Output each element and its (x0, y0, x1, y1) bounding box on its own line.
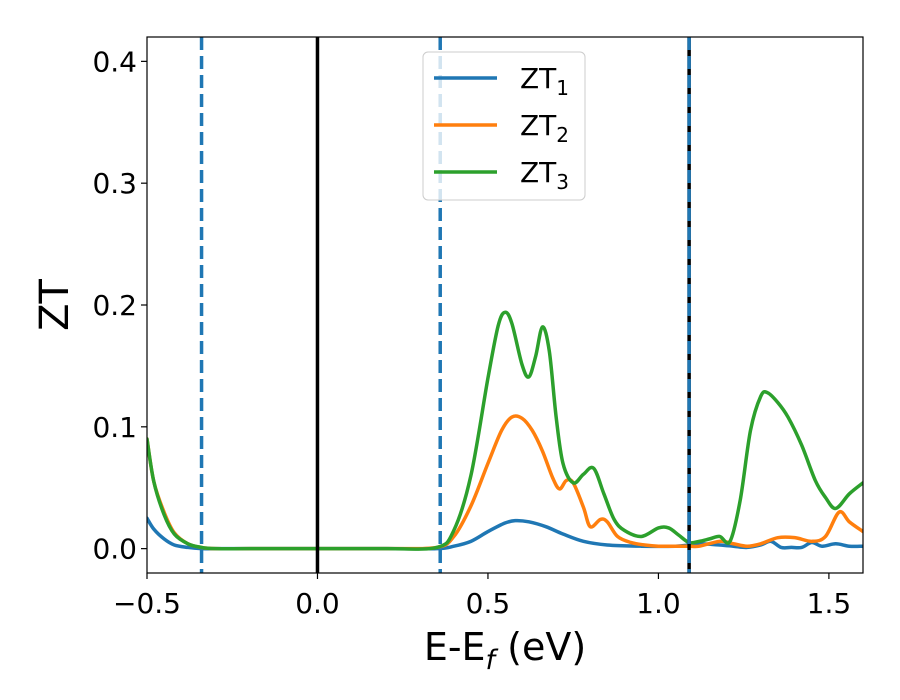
x-tick-label: 1.5 (807, 587, 852, 620)
x-tick-label: 0.0 (295, 587, 340, 620)
y-axis-label: ZT (32, 279, 78, 331)
y-tick-label: 0.4 (92, 45, 137, 78)
y-tick-label: 0.3 (92, 167, 137, 200)
y-tick-label: 0.0 (92, 533, 137, 566)
series-layer (147, 310, 863, 551)
reference-lines (199, 37, 691, 573)
legend-label-zt2: ZT2 (520, 109, 569, 147)
legend: ZT1 ZT2 ZT3 (422, 51, 586, 201)
x-axis-label-main: E-E (424, 625, 486, 669)
x-axis-label-unit: (eV) (495, 625, 586, 669)
y-axis-ticks: 0.0 0.1 0.2 0.3 0.4 (92, 45, 147, 566)
x-tick-label: −0.5 (113, 587, 181, 620)
y-tick-label: 0.1 (92, 411, 137, 444)
x-tick-label: 1.0 (636, 587, 681, 620)
x-axis-label: E-Ef (eV) (424, 625, 586, 676)
x-tick-label: 0.5 (466, 587, 511, 620)
legend-label-zt3: ZT3 (520, 156, 569, 194)
legend-box (422, 51, 586, 201)
x-axis-ticks: −0.5 0.0 0.5 1.0 1.5 (113, 573, 851, 620)
y-tick-label: 0.2 (92, 289, 137, 322)
legend-label-zt1: ZT1 (520, 62, 569, 100)
series-line-zt3 (147, 310, 863, 551)
